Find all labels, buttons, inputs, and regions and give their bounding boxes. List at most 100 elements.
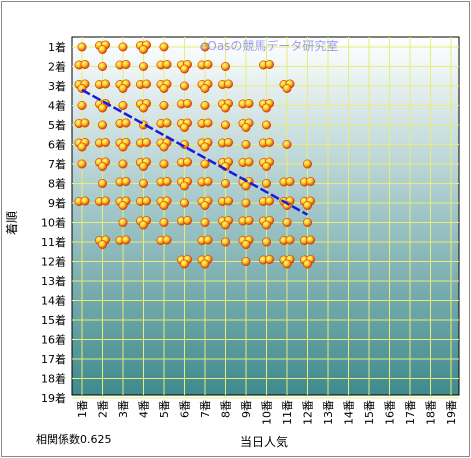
data-point — [282, 218, 292, 228]
x-tick-label: 8番 — [220, 400, 233, 418]
data-point — [177, 216, 193, 226]
data-point-ball — [159, 101, 169, 111]
x-tick-label: 5番 — [158, 400, 171, 418]
data-point-ball — [282, 259, 292, 269]
data-point-ball — [101, 79, 111, 89]
data-point-ball — [203, 118, 213, 128]
data-point — [258, 216, 274, 230]
data-point — [95, 196, 111, 207]
data-point-ball — [139, 44, 149, 54]
data-point — [159, 42, 169, 52]
data-point-ball — [139, 61, 149, 71]
data-point-ball — [121, 59, 131, 69]
data-point — [197, 59, 213, 70]
data-point-ball — [241, 140, 251, 150]
x-tick-label: 2番 — [97, 400, 110, 418]
data-point-ball — [162, 235, 172, 245]
data-point — [74, 138, 90, 152]
data-point — [177, 255, 193, 269]
data-point — [77, 101, 87, 111]
data-point — [197, 79, 213, 94]
data-point-ball — [101, 196, 111, 206]
data-point — [118, 218, 128, 228]
data-point-ball — [98, 120, 108, 130]
data-point-ball — [221, 237, 231, 247]
data-point-ball — [77, 101, 87, 111]
data-point — [77, 159, 87, 169]
x-tick-label: 4番 — [138, 400, 151, 418]
data-point — [258, 59, 274, 70]
data-point-ball — [180, 259, 190, 269]
data-point — [218, 216, 234, 230]
y-tick-label: 13着 — [41, 274, 66, 288]
data-point — [221, 120, 231, 130]
data-point-ball — [241, 198, 251, 208]
data-point — [197, 177, 213, 187]
data-point-ball — [118, 101, 128, 111]
trend-line-group — [81, 88, 309, 216]
data-point-ball — [224, 79, 234, 89]
data-point — [180, 198, 190, 208]
data-point-ball — [241, 123, 251, 133]
data-point-ball — [118, 201, 128, 211]
data-point-ball — [159, 159, 169, 169]
data-point — [159, 101, 169, 111]
y-tick-label: 1着 — [48, 40, 66, 54]
data-point — [200, 42, 210, 52]
data-point-ball — [221, 179, 231, 189]
data-point-ball — [302, 259, 312, 269]
data-point-ball — [261, 220, 271, 230]
data-point-ball — [121, 177, 131, 187]
data-point-ball — [264, 59, 274, 69]
data-point — [261, 179, 271, 189]
data-point — [279, 177, 295, 187]
data-point-ball — [264, 255, 274, 265]
data-point-ball — [302, 218, 312, 228]
data-point-ball — [261, 120, 271, 130]
y-tick-label: 10着 — [41, 216, 66, 230]
data-point-ball — [80, 59, 90, 69]
data-point — [200, 101, 210, 111]
data-point — [197, 118, 213, 129]
data-point — [258, 157, 274, 172]
y-tick-label: 12着 — [41, 255, 66, 269]
x-tick-label: 12番 — [302, 400, 315, 425]
data-points — [74, 40, 315, 269]
data-point — [200, 218, 210, 228]
data-point — [218, 138, 234, 148]
data-point — [177, 177, 193, 191]
data-point — [159, 218, 169, 228]
data-point-ball — [180, 123, 190, 133]
data-point — [302, 159, 312, 169]
x-tick-label: 18番 — [425, 400, 438, 425]
data-point — [200, 159, 210, 169]
data-point-ball — [118, 159, 128, 169]
y-tick-label: 2着 — [48, 60, 66, 74]
data-point — [261, 120, 271, 130]
data-point — [221, 61, 231, 71]
data-point-ball — [244, 216, 254, 226]
data-point-ball — [282, 218, 292, 228]
data-point-ball — [244, 157, 254, 167]
data-point — [218, 99, 234, 113]
data-point — [241, 140, 251, 150]
data-point-ball — [180, 64, 190, 74]
data-point — [238, 118, 254, 133]
data-point-ball — [121, 118, 131, 128]
data-point — [115, 235, 131, 246]
data-point-ball — [221, 220, 231, 230]
data-point — [238, 235, 254, 250]
data-point — [115, 196, 131, 211]
data-point — [156, 79, 172, 94]
data-point — [299, 235, 315, 246]
data-point — [218, 196, 234, 207]
data-point-ball — [101, 138, 111, 148]
data-point-ball — [162, 118, 172, 128]
y-tick-label: 15着 — [41, 313, 66, 327]
data-point — [156, 196, 172, 211]
data-point — [95, 235, 111, 250]
data-point-ball — [159, 218, 169, 228]
data-point-ball — [224, 196, 234, 206]
data-point — [241, 257, 251, 267]
data-point-ball — [159, 142, 169, 152]
